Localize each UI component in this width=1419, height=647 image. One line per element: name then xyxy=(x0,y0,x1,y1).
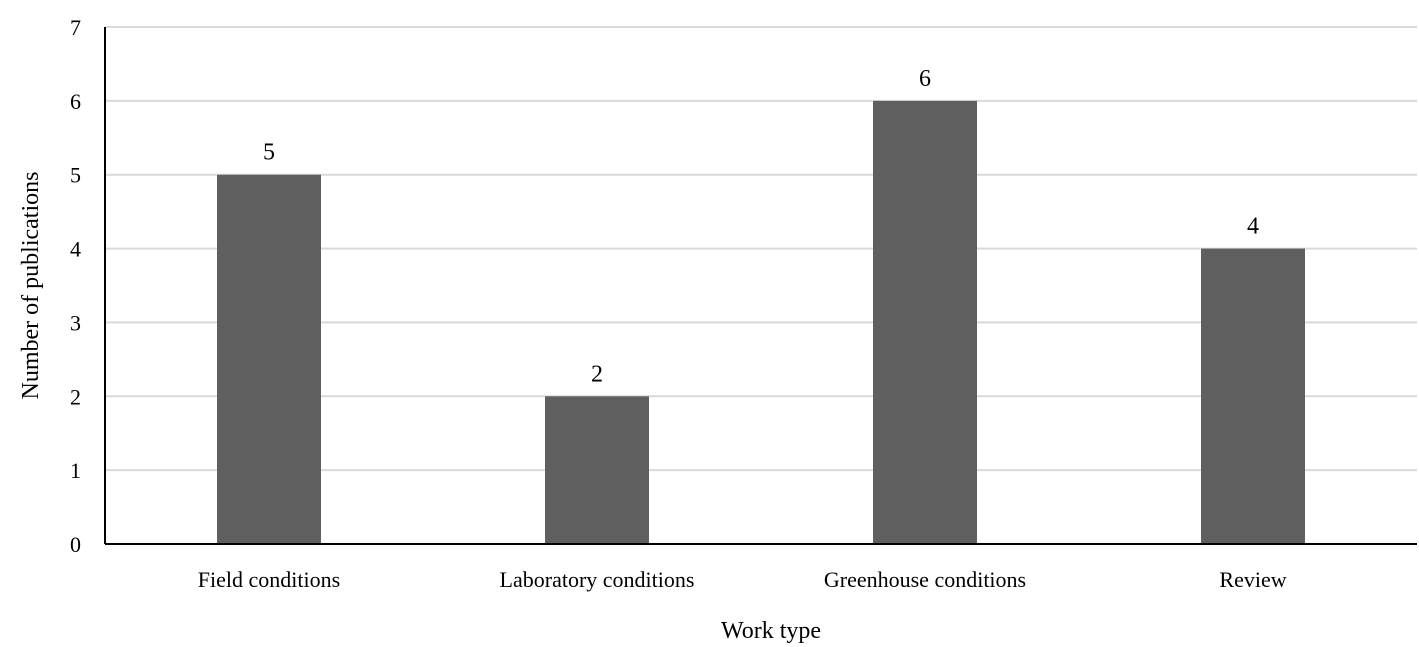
y-tick-label: 3 xyxy=(70,310,81,335)
x-tick-label: Review xyxy=(1219,567,1286,592)
bar xyxy=(873,100,977,544)
bars xyxy=(217,100,1305,545)
data-label: 6 xyxy=(919,66,931,92)
x-category-labels: Field conditions Laboratory conditions Gre… xyxy=(198,567,1287,592)
x-tick-label: Field conditions xyxy=(198,567,340,592)
y-tick-label: 4 xyxy=(70,237,81,262)
x-axis-title: Work type xyxy=(721,618,821,644)
axes xyxy=(104,27,1417,545)
y-tick-label: 0 xyxy=(70,532,81,557)
y-axis-title: Number of publications xyxy=(18,172,44,400)
data-label: 2 xyxy=(591,361,603,387)
bar xyxy=(545,396,649,544)
data-label: 4 xyxy=(1247,214,1259,240)
x-tick-label: Laboratory conditions xyxy=(500,567,695,592)
x-tick-label: Greenhouse conditions xyxy=(824,567,1026,592)
y-tick-label: 7 xyxy=(70,15,81,40)
y-tick-label: 6 xyxy=(70,89,81,114)
data-labels: 5 2 6 4 xyxy=(263,66,1259,387)
y-tick-label: 5 xyxy=(70,163,81,188)
y-tick-label: 1 xyxy=(70,458,81,483)
bar xyxy=(217,174,321,544)
bar xyxy=(1201,248,1305,545)
y-tick-labels: 0 1 2 3 4 5 6 7 xyxy=(70,15,81,557)
y-tick-label: 2 xyxy=(70,384,81,409)
gridlines xyxy=(105,26,1417,472)
data-label: 5 xyxy=(263,140,275,166)
